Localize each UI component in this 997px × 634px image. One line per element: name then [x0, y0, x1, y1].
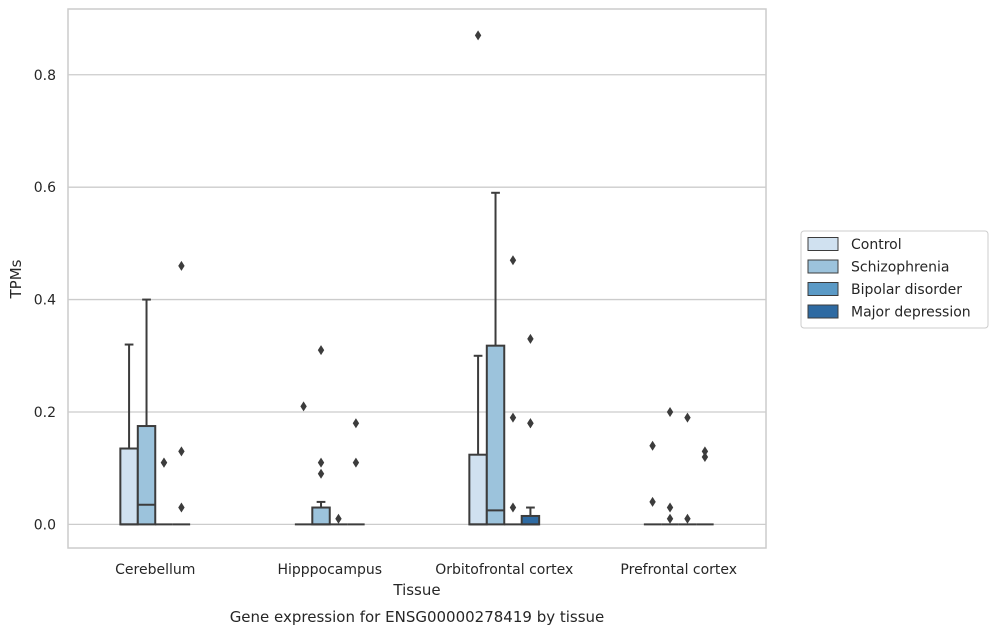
outlier-point [509, 255, 517, 266]
box-bipolar-disorder [678, 412, 697, 526]
legend: Control Schizophrenia Bipolar disorder Majo… [800, 230, 989, 329]
x-axis-title: Tissue [392, 581, 440, 599]
legend-label: Bipolar disorder [851, 282, 962, 298]
outlier-point [684, 513, 691, 524]
y-tick-label: 0.0 [34, 517, 56, 533]
box-major-depression [520, 333, 541, 526]
box-control [119, 343, 139, 526]
y-tick-label: 0.6 [34, 180, 56, 196]
box-schizophrenia [661, 406, 679, 526]
outlier-point [317, 345, 325, 356]
outlier-point [335, 513, 342, 524]
outlier-point [527, 418, 534, 429]
x-tick-labels: Cerebellum Hipppocampus Orbitofrontal cort… [115, 562, 737, 578]
x-tick-label: Prefrontal cortex [620, 562, 737, 578]
legend-swatch [807, 304, 839, 319]
outlier-point [701, 451, 709, 462]
box-body [468, 453, 488, 526]
box-layer [119, 30, 714, 526]
outlier-point [527, 333, 534, 344]
box-body [136, 425, 157, 526]
box-control [643, 440, 662, 526]
legend-label: Schizophrenia [851, 260, 949, 276]
outlier-point [178, 260, 185, 271]
grid-lines [68, 74, 766, 526]
box-schizophrenia [136, 298, 157, 526]
outlier-point [474, 30, 482, 41]
outlier-point [684, 412, 691, 423]
outlier-point [178, 446, 185, 457]
box-schizophrenia [485, 191, 506, 526]
legend-items: Control Schizophrenia Bipolar disorder Majo… [807, 237, 971, 321]
legend-label: Major depression [851, 305, 971, 321]
outlier-point [666, 513, 674, 524]
box-body [485, 344, 506, 526]
outlier-point [701, 446, 709, 457]
outlier-point [666, 406, 674, 417]
outlier-point [509, 412, 517, 423]
box-body [119, 447, 139, 526]
outlier-point [649, 496, 656, 507]
legend-label: Control [851, 237, 902, 253]
box-bipolar-disorder [329, 513, 348, 526]
outlier-point [649, 440, 656, 451]
y-tick-label: 0.8 [34, 68, 56, 84]
box-bipolar-disorder [504, 255, 522, 526]
x-tick-label: Hipppocampus [277, 562, 382, 578]
x-tick-label: Orbitofrontal cortex [435, 562, 573, 578]
outlier-point [160, 457, 168, 468]
outlier-point [178, 502, 185, 513]
outlier-point [300, 401, 307, 412]
outlier-point [509, 502, 517, 513]
outlier-point [317, 457, 325, 468]
box-major-depression [696, 446, 714, 526]
legend-frame [800, 230, 989, 329]
legend-swatch [807, 237, 839, 251]
outlier-point [352, 457, 360, 468]
outlier-point [666, 502, 674, 513]
y-tick-labels: 0.0 0.2 0.4 0.6 0.8 [34, 68, 56, 534]
box-bipolar-disorder [155, 457, 173, 526]
y-axis-title: TPMs [7, 259, 25, 299]
box-control [294, 401, 313, 526]
outlier-point [317, 468, 325, 479]
box-schizophrenia [311, 345, 331, 526]
legend-swatch [807, 282, 839, 296]
y-tick-label: 0.2 [34, 405, 56, 421]
chart-caption: Gene expression for ENSG00000278419 by t… [230, 608, 605, 626]
box-major-depression [172, 260, 191, 526]
box-body [520, 514, 541, 526]
box-body [311, 506, 331, 526]
x-tick-label: Cerebellum [115, 562, 195, 578]
legend-swatch [807, 259, 839, 274]
outlier-point [352, 418, 360, 429]
plot-area-frame [67, 8, 767, 549]
box-control [468, 30, 488, 526]
y-tick-label: 0.4 [34, 293, 56, 309]
box-major-depression [347, 418, 365, 526]
